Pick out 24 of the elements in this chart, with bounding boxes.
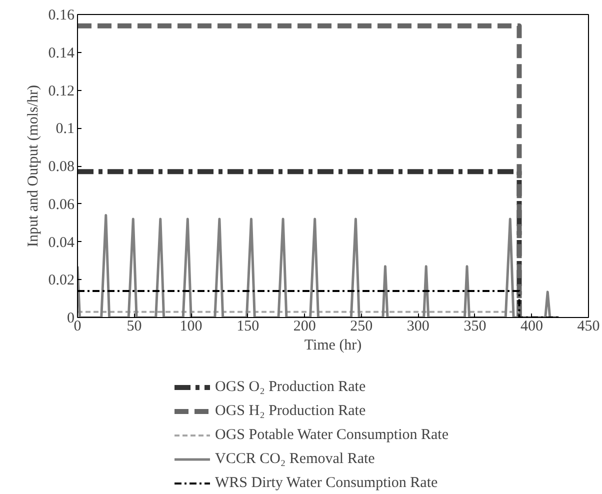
y-tick-label: 0.06: [48, 196, 75, 213]
y-tick-label: 0.02: [48, 272, 74, 289]
x-tick-label: 50: [126, 318, 142, 334]
legend-label: OGS O₂ Production Rate: [215, 378, 366, 396]
legend-label: VCCR CO₂ Removal Rate: [215, 450, 375, 468]
x-tick-label: 300: [406, 318, 430, 334]
legend-label: OGS H₂ Production Rate: [215, 402, 366, 420]
y-tick-label: 0.08: [48, 159, 74, 175]
y-tick-label: 0.1: [56, 121, 74, 138]
x-tick-label: 100: [180, 318, 202, 334]
x-tick-label: 200: [293, 318, 316, 334]
y-tick-label: 0.16: [48, 8, 75, 24]
x-tick-label: 250: [350, 318, 373, 334]
x-tick-label: 150: [236, 318, 260, 334]
x-tick-label: 350: [464, 318, 486, 334]
y-axis-title: Input and Output (mols/hr): [25, 84, 42, 248]
y-tick-label: 0.04: [48, 234, 75, 251]
x-tick-label: 450: [577, 318, 600, 334]
legend-label: OGS Potable Water Consumption Rate: [215, 426, 448, 444]
legend-label: WRS Dirty Water Consumption Rate: [215, 474, 438, 492]
x-tick-label: 400: [520, 318, 543, 334]
x-axis-title: Time (hr): [304, 338, 362, 354]
y-tick-label: 0.12: [48, 83, 74, 100]
y-tick-label: 0.14: [48, 45, 75, 62]
